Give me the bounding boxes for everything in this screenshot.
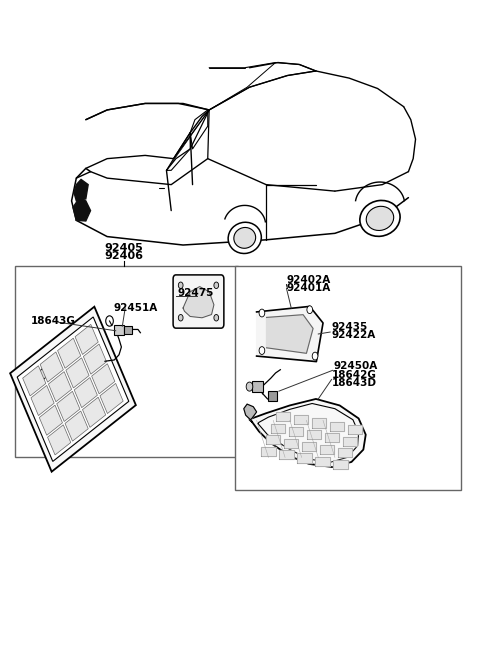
Polygon shape	[75, 324, 98, 354]
Circle shape	[307, 306, 312, 314]
Polygon shape	[271, 424, 285, 433]
Polygon shape	[284, 439, 299, 447]
Polygon shape	[312, 419, 326, 428]
Bar	[252, 381, 263, 392]
Polygon shape	[23, 365, 46, 396]
Polygon shape	[338, 448, 352, 457]
Polygon shape	[10, 307, 136, 472]
Ellipse shape	[228, 222, 261, 253]
Circle shape	[312, 352, 318, 360]
Text: 92405: 92405	[104, 243, 143, 253]
Polygon shape	[334, 460, 348, 469]
Polygon shape	[302, 442, 316, 451]
Polygon shape	[58, 338, 81, 368]
Text: 92450A: 92450A	[334, 362, 378, 371]
Text: 92422A: 92422A	[332, 330, 376, 341]
Polygon shape	[343, 437, 357, 445]
Polygon shape	[74, 377, 97, 407]
Text: 92406: 92406	[104, 251, 143, 261]
Ellipse shape	[360, 200, 400, 236]
Polygon shape	[257, 307, 323, 362]
Polygon shape	[330, 422, 344, 431]
Text: 92435: 92435	[332, 322, 368, 333]
Polygon shape	[48, 425, 71, 455]
Polygon shape	[65, 411, 88, 441]
Polygon shape	[266, 436, 280, 444]
Circle shape	[214, 314, 219, 321]
Ellipse shape	[234, 227, 256, 248]
Text: 92451A: 92451A	[113, 303, 157, 313]
Polygon shape	[320, 445, 335, 454]
Bar	[124, 326, 132, 334]
Polygon shape	[289, 427, 303, 436]
Polygon shape	[307, 430, 321, 440]
Circle shape	[214, 282, 219, 289]
Polygon shape	[276, 412, 290, 421]
Text: 92401A: 92401A	[287, 283, 331, 293]
Text: 18642G: 18642G	[332, 370, 376, 380]
FancyBboxPatch shape	[173, 275, 224, 328]
Polygon shape	[315, 457, 330, 466]
Polygon shape	[325, 434, 339, 442]
Polygon shape	[183, 287, 214, 318]
Bar	[267, 391, 277, 401]
Polygon shape	[250, 399, 366, 467]
Text: 18643D: 18643D	[332, 378, 377, 388]
Polygon shape	[279, 450, 294, 459]
Polygon shape	[74, 179, 88, 201]
Circle shape	[106, 316, 113, 326]
Polygon shape	[31, 385, 54, 415]
Polygon shape	[39, 405, 62, 436]
Ellipse shape	[366, 206, 394, 231]
Polygon shape	[244, 404, 257, 420]
Polygon shape	[66, 358, 89, 388]
Text: 18643G: 18643G	[31, 316, 76, 326]
Polygon shape	[294, 415, 308, 424]
Polygon shape	[17, 317, 129, 461]
Polygon shape	[83, 397, 106, 427]
Circle shape	[259, 346, 265, 354]
Polygon shape	[31, 357, 57, 383]
Bar	[235, 266, 461, 490]
Circle shape	[246, 382, 253, 391]
Polygon shape	[266, 314, 313, 353]
Polygon shape	[40, 352, 63, 382]
Polygon shape	[73, 199, 91, 221]
Polygon shape	[48, 371, 72, 402]
Bar	[114, 325, 124, 335]
Bar	[14, 266, 238, 457]
Polygon shape	[348, 425, 362, 434]
Polygon shape	[261, 447, 276, 456]
Polygon shape	[57, 391, 80, 421]
Text: 92402A: 92402A	[287, 275, 331, 285]
Text: 92475: 92475	[178, 288, 214, 298]
Circle shape	[179, 314, 183, 321]
Polygon shape	[92, 364, 115, 394]
Polygon shape	[298, 453, 312, 462]
Polygon shape	[84, 344, 107, 374]
Polygon shape	[37, 360, 54, 383]
Polygon shape	[100, 383, 123, 413]
Circle shape	[179, 282, 183, 289]
Circle shape	[259, 309, 265, 317]
